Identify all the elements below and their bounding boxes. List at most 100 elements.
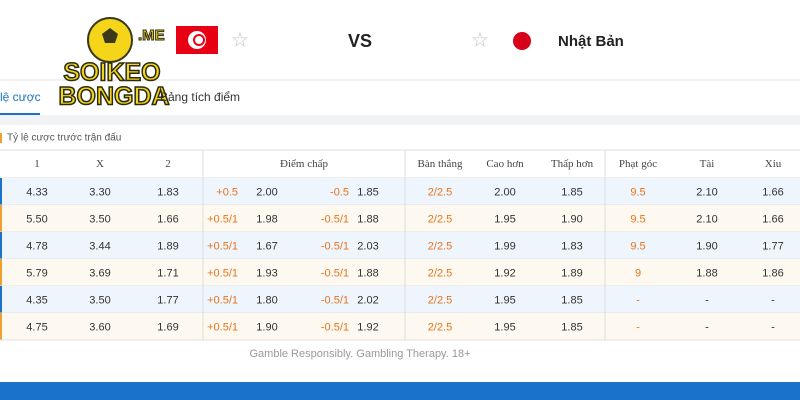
odds-cell: 1.90 xyxy=(696,240,717,252)
odds-cell: 4.33 xyxy=(26,186,47,198)
odds-cell: 1.98 xyxy=(256,213,277,225)
column-header: Tài xyxy=(700,158,715,170)
odds-cell: 1.85 xyxy=(561,321,582,333)
odds-cell: - xyxy=(771,294,775,306)
odds-cell: 2.10 xyxy=(696,213,717,225)
odds-cell: 1.93 xyxy=(256,267,277,279)
away-star[interactable]: ☆ xyxy=(471,29,489,51)
row-marker xyxy=(0,286,2,313)
column-header: Bàn thắng xyxy=(418,158,463,170)
odds-cell: 1.92 xyxy=(494,267,515,279)
row-background xyxy=(0,178,800,205)
odds-cell: 1.92 xyxy=(357,321,378,333)
odds-cell: 2/2.5 xyxy=(428,186,452,198)
odds-cell: 3.69 xyxy=(89,267,110,279)
handicap-home-line: +0.5/1 xyxy=(207,321,238,333)
odds-cell: 3.44 xyxy=(89,240,110,252)
odds-cell: 9 xyxy=(635,267,641,279)
home-star[interactable]: ☆ xyxy=(231,29,249,51)
odds-cell: 1.66 xyxy=(762,186,783,198)
odds-cell: 1.89 xyxy=(157,240,178,252)
odds-cell: - xyxy=(705,294,709,306)
odds-cell: 1.88 xyxy=(357,267,378,279)
tab-odds[interactable]: lệ cược xyxy=(0,90,41,104)
odds-cell: 1.99 xyxy=(494,240,515,252)
row-marker xyxy=(0,178,2,205)
home-flag-crescent xyxy=(193,34,205,46)
column-header: Điểm chấp xyxy=(280,158,328,170)
odds-cell: 1.85 xyxy=(357,186,378,198)
away-team: Nhật Bản xyxy=(558,33,624,50)
odds-cell: 9.5 xyxy=(630,240,645,252)
odds-cell: 1.88 xyxy=(357,213,378,225)
odds-cell: 2.03 xyxy=(357,240,378,252)
odds-cell: -0.5/1 xyxy=(321,240,349,252)
odds-cell: 1.66 xyxy=(762,213,783,225)
odds-cell: 4.78 xyxy=(26,240,47,252)
odds-cell: 1.83 xyxy=(561,240,582,252)
row-marker xyxy=(0,205,2,232)
column-header: 2 xyxy=(165,158,171,170)
odds-cell: -0.5/1 xyxy=(321,213,349,225)
odds-cell: 2.00 xyxy=(494,186,515,198)
column-header: Xỉu xyxy=(765,158,782,170)
logo-line2: BONGDA xyxy=(58,83,169,111)
odds-cell: 1.95 xyxy=(494,213,515,225)
odds-cell: 3.60 xyxy=(89,321,110,333)
section-marker xyxy=(0,133,2,143)
odds-cell: 5.50 xyxy=(26,213,47,225)
odds-cell: -0.5 xyxy=(330,186,349,198)
logo-ball-patch xyxy=(102,28,118,43)
odds-cell: 1.95 xyxy=(494,294,515,306)
row-marker xyxy=(0,259,2,286)
away-flag xyxy=(513,32,531,50)
odds-cell: 3.50 xyxy=(89,213,110,225)
odds-cell: 9.5 xyxy=(630,186,645,198)
footer-note: Gamble Responsibly. Gambling Therapy. 18… xyxy=(249,348,470,360)
odds-cell: 1.90 xyxy=(256,321,277,333)
odds-cell: 1.80 xyxy=(256,294,277,306)
odds-cell: 1.89 xyxy=(561,267,582,279)
odds-cell: 1.71 xyxy=(157,267,178,279)
row-background xyxy=(0,205,800,232)
odds-cell: 2/2.5 xyxy=(428,213,452,225)
column-header: Phạt góc xyxy=(619,158,657,170)
odds-cell: 3.50 xyxy=(89,294,110,306)
column-header: Cao hơn xyxy=(486,158,524,170)
odds-cell: -0.5/1 xyxy=(321,321,349,333)
row-background xyxy=(0,286,800,313)
odds-cell: -0.5/1 xyxy=(321,267,349,279)
section-title: Tỷ lệ cược trước trận đấu xyxy=(7,132,121,144)
vs-label: VS xyxy=(348,31,372,51)
odds-cell: 1.85 xyxy=(561,186,582,198)
column-header: Thấp hơn xyxy=(551,158,594,170)
odds-cell: - xyxy=(636,321,640,333)
odds-cell: 2/2.5 xyxy=(428,240,452,252)
odds-cell: 1.86 xyxy=(762,267,783,279)
column-header: X xyxy=(96,158,104,170)
odds-cell: 2.00 xyxy=(256,186,277,198)
odds-cell: 5.79 xyxy=(26,267,47,279)
odds-cell: 9.5 xyxy=(630,213,645,225)
tab-standings[interactable]: Bảng tích điểm xyxy=(160,90,240,104)
odds-cell: - xyxy=(636,294,640,306)
row-background xyxy=(0,313,800,340)
odds-cell: 2.10 xyxy=(696,186,717,198)
bottom-bar xyxy=(0,382,800,400)
odds-cell: 1.67 xyxy=(256,240,277,252)
row-background xyxy=(0,259,800,286)
odds-cell: 1.85 xyxy=(561,294,582,306)
logo[interactable]: .ME SOIKEO BONGDA xyxy=(58,17,170,111)
odds-cell: 3.30 xyxy=(89,186,110,198)
odds-cell: 1.88 xyxy=(696,267,717,279)
odds-cell: 1.77 xyxy=(762,240,783,252)
odds-table: 1 X 2 Điểm chấp Bàn thắng Cao hơn Thấp hơn Phạt… xyxy=(0,151,800,341)
handicap-home-line: +0.5/1 xyxy=(207,240,238,252)
handicap-home-line: +0.5/1 xyxy=(207,267,238,279)
spacer-band xyxy=(0,115,800,125)
logo-line1: SOIKEO xyxy=(63,59,160,87)
odds-cell: -0.5/1 xyxy=(321,294,349,306)
odds-cell: 1.95 xyxy=(494,321,515,333)
